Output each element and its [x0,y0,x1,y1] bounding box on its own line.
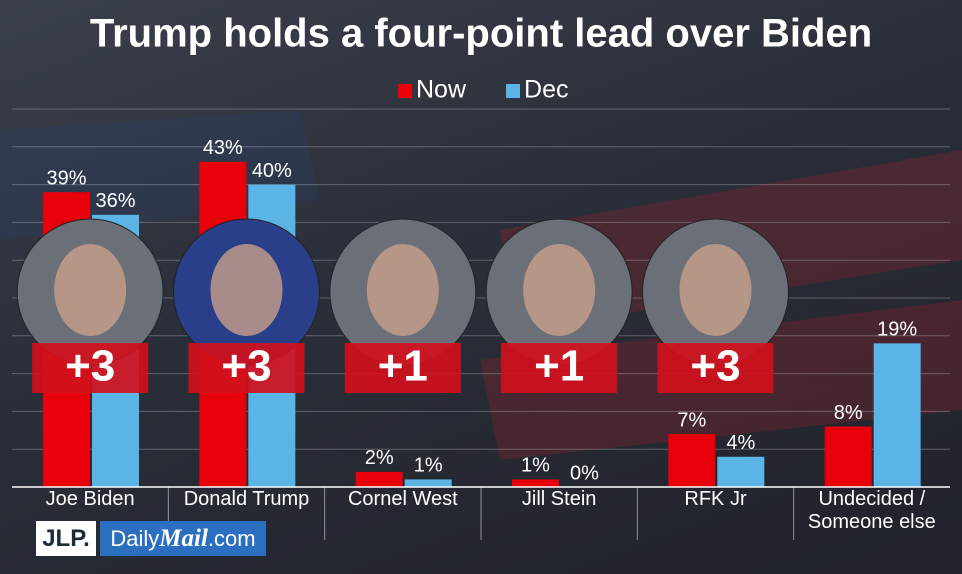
bar [404,479,452,487]
change-badge [188,343,305,393]
value-label: 1% [414,455,443,477]
x-tick-label: Joe Biden [45,488,135,510]
value-label: 43% [203,137,243,159]
value-label: 2% [365,447,394,469]
value-label: 39% [46,167,86,189]
x-tick-label: RFK Jr [684,488,747,510]
value-label: 1% [521,455,550,477]
portrait-face [54,244,127,336]
bar [873,343,921,487]
value-label: 7% [677,409,706,431]
bar [717,456,765,487]
bar [355,471,403,487]
value-label: 36% [95,190,135,212]
portrait-face [210,244,283,336]
logo-part: .com [207,526,256,551]
portrait-face [366,244,439,336]
x-tick-label: Jill Stein [521,488,597,510]
x-tick-label: Donald Trump [183,488,310,510]
change-label: +1 [534,342,584,391]
bar [512,479,559,487]
portrait-face [523,244,596,336]
legend-label: Now [416,76,467,104]
dailymail-logo: DailyMail.com [100,521,266,556]
bar [824,426,872,487]
legend-swatch [398,84,412,98]
bar [668,434,716,487]
x-tick-label: Cornel West [347,488,458,510]
portrait-face [679,244,752,336]
value-label: 8% [834,402,863,424]
x-tick-label: Undecided / Someone else [807,488,936,533]
legend-label: Dec [524,76,568,104]
change-label: +3 [65,342,115,391]
logo-part: Mail [159,525,208,552]
logo-part: Daily [110,526,160,551]
change-badge [501,343,618,393]
change-badge [657,343,774,393]
value-label: 4% [726,432,755,454]
change-label: +3 [221,342,271,391]
change-label: +3 [690,342,740,391]
change-label: +1 [378,342,428,391]
chart-title: Trump holds a four-point lead over Biden [90,12,872,56]
value-label: 0% [570,462,599,484]
jlp-logo: JLP. [36,521,96,556]
change-badge [32,343,149,393]
value-label: 19% [877,319,917,341]
legend-swatch [506,84,521,98]
value-label: 40% [252,160,292,182]
change-badge [344,343,461,393]
